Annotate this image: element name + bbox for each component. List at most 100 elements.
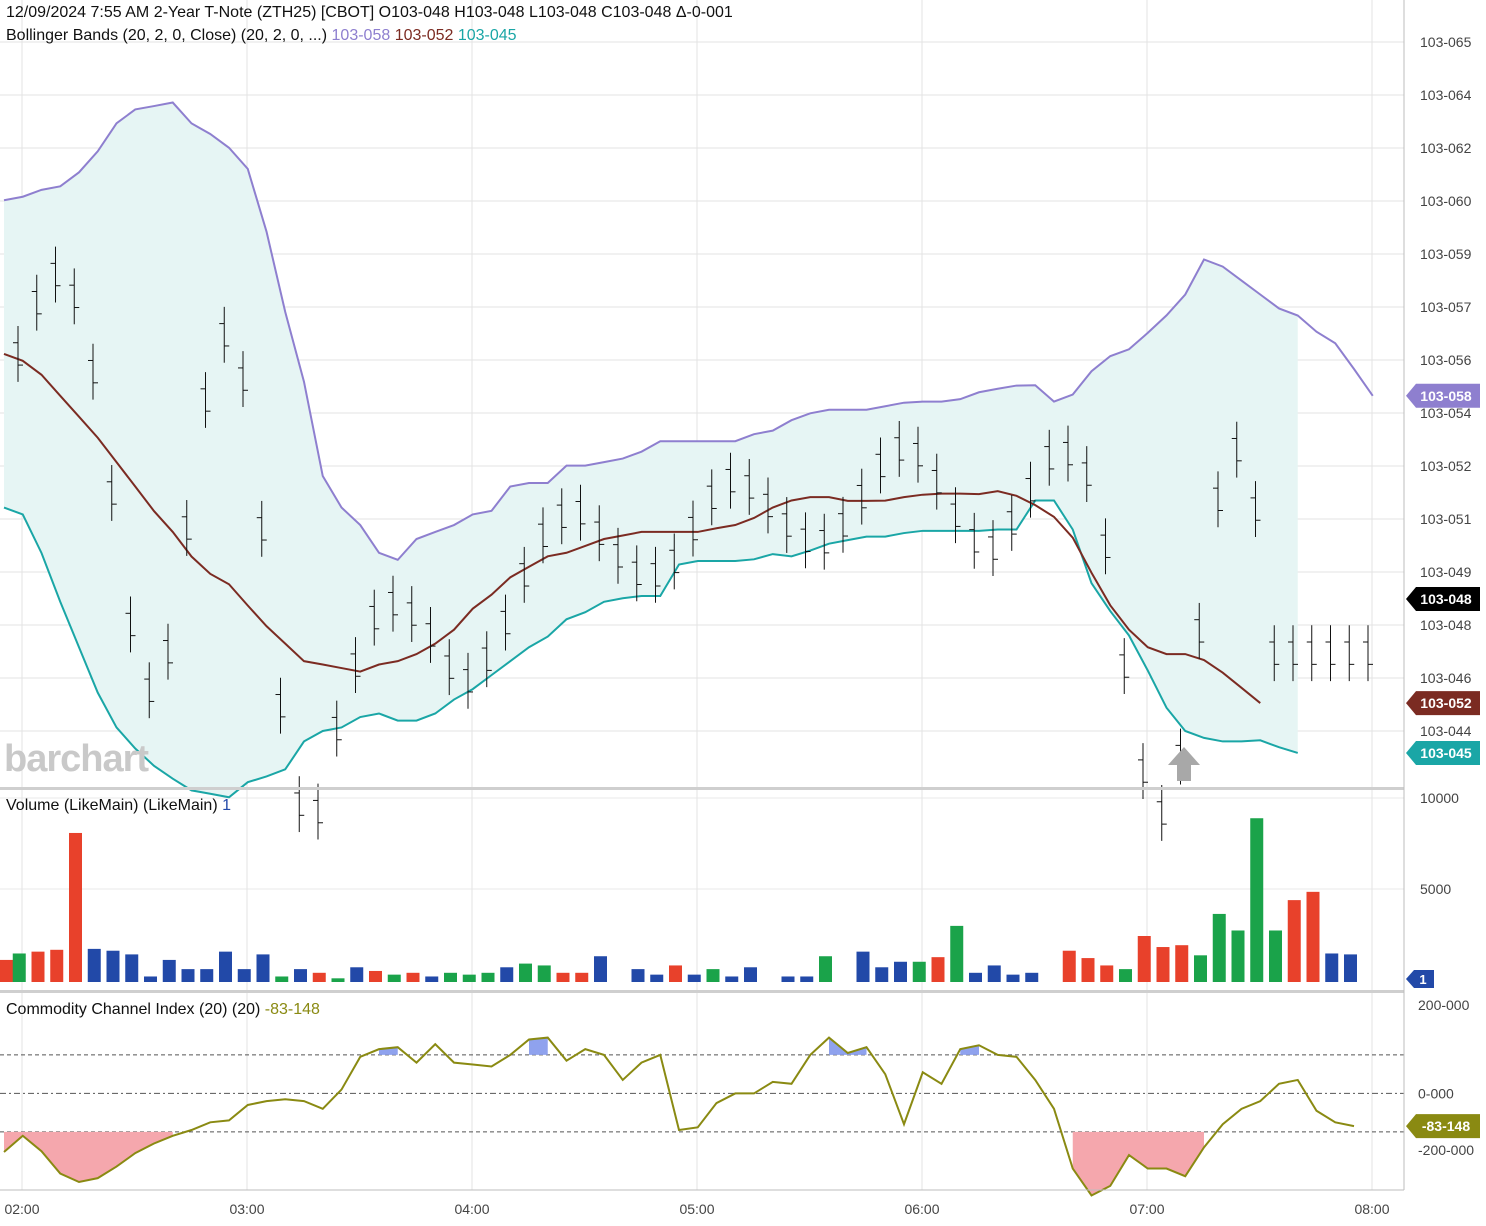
cci-value: -83-148 <box>264 1001 320 1018</box>
price-axis-tick: 103-062 <box>1420 140 1472 156</box>
volume-bar <box>894 961 907 982</box>
volume-bar <box>106 950 120 982</box>
cci-badge: -83-148 <box>1406 1114 1480 1139</box>
volume-bar <box>219 951 232 982</box>
price-badges: 103-058 103-052 103-048 103-045 1 -83-148 <box>1406 383 1480 1139</box>
volume-bar <box>444 972 457 982</box>
volume-bar <box>294 969 307 982</box>
bollinger-upper-line <box>3 101 1374 562</box>
bollinger-upper-value: 103-058 <box>331 27 391 44</box>
cci-oversold-fill <box>4 1131 173 1182</box>
volume-bar <box>50 949 64 982</box>
volume-bar <box>1137 936 1151 982</box>
price-axis-tick: 103-046 <box>1420 670 1472 686</box>
volume-bar <box>1175 945 1189 982</box>
last-price-badge-shape <box>1406 587 1480 611</box>
volume-bar <box>575 972 589 982</box>
cci-legend[interactable]: Commodity Channel Index (20) (20) -83-14… <box>6 1001 320 1019</box>
last-price-badge-label: 103-048 <box>1420 591 1472 607</box>
volume-bar <box>275 976 289 982</box>
middle-price-badge: 103-052 <box>1406 691 1480 716</box>
volume-badge-label: 1 <box>1419 972 1426 987</box>
middle-price-badge-shape <box>1406 691 1480 716</box>
price-axis-tick: 103-054 <box>1420 405 1472 421</box>
close-value: C103-048 <box>601 4 672 21</box>
volume-bar <box>594 956 607 982</box>
volume-bar <box>1231 930 1245 982</box>
volume-bar <box>0 959 13 982</box>
volume-bar <box>369 970 382 982</box>
datetime-label: 12/09/2024 7:55 AM <box>6 4 150 21</box>
volume-bar <box>87 948 101 982</box>
volume-bar <box>1194 955 1207 982</box>
volume-bar <box>462 974 476 982</box>
up-arrow-icon <box>1168 747 1200 781</box>
bollinger-params: (20, 2, 0, ...) <box>240 27 328 44</box>
volume-bar <box>1212 913 1226 982</box>
bollinger-lower-value: 103-045 <box>457 27 517 44</box>
volume-panel-separator <box>0 787 1404 790</box>
volume-bar <box>1119 969 1132 982</box>
volume-bar <box>875 967 889 982</box>
bollinger-middle-line <box>3 352 1261 704</box>
price-axis-tick: 103-060 <box>1420 193 1472 209</box>
price-axis-tick: 103-064 <box>1420 87 1472 103</box>
price-axis-tick: 103-065 <box>1420 34 1472 50</box>
time-axis-tick: 02:00 <box>4 1201 39 1217</box>
volume-bar <box>631 969 645 982</box>
cci-panel-separator <box>0 990 1404 993</box>
price-axis-tick: 103-049 <box>1420 564 1472 580</box>
volume-bar <box>1006 974 1020 982</box>
price-axis-tick: 103-056 <box>1420 352 1472 368</box>
cci-axis-tick: 0-000 <box>1418 1085 1454 1101</box>
time-axis-tick: 03:00 <box>229 1201 264 1217</box>
volume-bar <box>1081 958 1095 982</box>
volume-bar <box>537 965 551 982</box>
cci-name: Commodity Channel Index (20) <box>6 1001 228 1018</box>
volume-bar <box>650 974 664 982</box>
volume-legend[interactable]: Volume (LikeMain) (LikeMain) 1 <box>6 797 231 815</box>
axis-labels: 103-065 103-064 103-062 103-060 103-059 103-0… <box>4 34 1474 1217</box>
cci-axis-tick: -200-000 <box>1418 1142 1474 1158</box>
low-value: L103-048 <box>529 4 597 21</box>
volume-bar <box>556 972 570 982</box>
volume-bar <box>1062 950 1076 982</box>
volume-badge-shape <box>1406 970 1434 988</box>
volume-bar <box>1250 818 1264 982</box>
cci-overbought-fill <box>529 1037 548 1055</box>
panel-separators <box>0 0 1405 1191</box>
volume-bar <box>706 969 720 982</box>
bollinger-legend[interactable]: Bollinger Bands (20, 2, 0, Close) (20, 2… <box>6 27 517 45</box>
lower-price-badge-shape <box>1406 740 1480 765</box>
last-price-badge: 103-048 <box>1406 587 1480 611</box>
price-axis-tick: 103-057 <box>1420 299 1472 315</box>
arrow-marker <box>1168 747 1200 781</box>
high-value: H103-048 <box>454 4 525 21</box>
volume-bar <box>987 965 1001 982</box>
volume-bar <box>406 972 420 982</box>
volume-bar <box>31 951 45 982</box>
volume-bar <box>931 957 945 982</box>
volume-bar <box>144 976 157 982</box>
price-axis-tick: 103-059 <box>1420 246 1472 262</box>
lower-price-badge: 103-045 <box>1406 740 1480 765</box>
volume-bar <box>687 974 701 982</box>
barchart-logo: barchart <box>4 738 149 780</box>
volume-bar <box>425 976 439 982</box>
volume-bar <box>969 972 982 982</box>
volume-bar <box>312 972 326 982</box>
volume-bar <box>387 974 401 982</box>
volume-axis-tick: 5000 <box>1420 881 1451 897</box>
volume-bar <box>725 976 739 982</box>
price-bars <box>13 246 1373 841</box>
volume-bar <box>950 925 964 982</box>
cci-overbought-fill <box>960 1045 979 1055</box>
volume-bar <box>1100 965 1114 982</box>
volume-bar <box>256 954 270 982</box>
volume-bar <box>1344 954 1357 982</box>
cci-params: (20) <box>231 1001 261 1018</box>
time-axis-tick: 07:00 <box>1129 1201 1164 1217</box>
bollinger-band-area <box>4 102 1298 798</box>
volume-bar <box>1156 947 1170 982</box>
time-axis-tick: 06:00 <box>904 1201 939 1217</box>
